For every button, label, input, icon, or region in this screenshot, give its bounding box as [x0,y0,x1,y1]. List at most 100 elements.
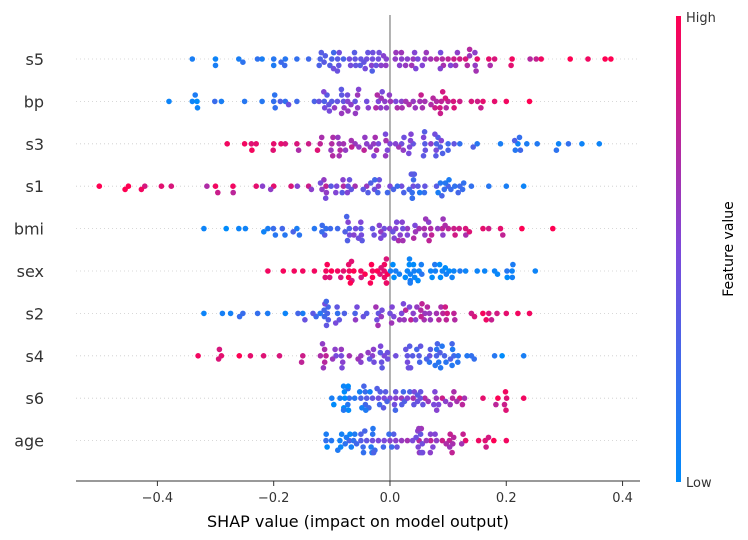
point-bmi-f43 [290,229,297,235]
point-s5-24 [439,56,446,62]
point-s5-0 [189,56,196,62]
point-bp-16 [410,98,417,105]
point-s3-f12 [270,147,277,153]
point-s4-f58 [439,343,445,350]
point-s4-f11 [370,346,377,353]
point-s3-f21 [337,147,344,153]
point-s6-f15 [431,401,437,408]
point-age-f43 [370,425,376,432]
point-s1-3 [253,183,259,189]
point-bp-f21 [354,92,361,98]
point-s4-f44 [406,343,413,350]
point-s5-f33 [423,49,430,56]
point-bmi-f8 [440,232,446,238]
point-bmi-f10 [463,232,469,238]
point-bp-f40 [403,98,409,105]
point-s2-f45 [360,313,367,320]
point-bmi-f42 [519,225,525,232]
point-sex-f57 [367,280,374,286]
point-bmi-f2 [371,232,377,238]
point-bmi-5 [323,225,329,232]
point-bp-f4 [194,98,200,105]
point-s4-f47 [427,346,434,353]
point-sex-f18 [411,268,418,274]
point-s5-f36 [437,65,444,72]
point-s3-3 [270,141,277,147]
point-s3-f36 [553,147,560,153]
point-s6-f12 [345,401,351,408]
point-s3-f22 [383,137,389,144]
point-bp-4 [259,98,265,105]
point-sex-f25 [280,268,287,274]
point-age-13 [439,437,446,444]
point-s5-f56 [383,62,389,69]
point-bp-12 [363,98,370,105]
point-s5-f15 [472,62,479,69]
feature-label-s1: s1 [25,177,44,196]
point-s5-29 [474,56,481,62]
point-s2-f49 [483,317,490,323]
point-s4-f23 [329,356,336,362]
point-s5-f18 [373,62,379,69]
point-s4-f0 [321,359,328,366]
point-s2-f20 [321,313,328,320]
point-s5-f53 [330,49,337,56]
point-bmi-f44 [421,225,428,232]
point-s5-f21 [357,62,364,69]
point-bmi-f0 [412,229,419,235]
point-age-f53 [427,449,434,456]
point-bp-f39 [316,98,322,105]
point-s5-f43 [408,62,415,69]
point-bp-f35 [399,105,405,111]
point-bmi-f45 [400,237,406,244]
point-bp-21 [468,98,475,105]
point-s2-13 [451,310,457,317]
point-s4-f24 [332,346,338,353]
point-bmi-1 [236,225,242,232]
point-s1-f27 [294,183,301,189]
point-sex-1 [300,268,306,274]
point-age-f40 [409,437,416,444]
point-bmi-f39 [381,232,387,238]
point-sex-14 [451,268,457,274]
point-s4-f4 [366,356,373,362]
point-s1-f25 [460,180,467,186]
point-s3-f11 [328,147,334,153]
point-bmi-f31 [393,219,400,225]
point-s3-f47 [367,144,374,150]
point-age-f11 [358,431,364,438]
point-s5-f7 [419,62,426,69]
point-s6-f24 [342,395,348,402]
point-s2-f17 [452,317,458,323]
point-s1-f6 [339,189,346,196]
point-bp-f11 [373,105,379,111]
point-s4-f35 [464,353,470,359]
point-bp-f52 [338,110,345,117]
point-s1-13 [398,183,405,189]
point-s1-f42 [259,183,266,189]
point-s4-f39 [384,349,391,356]
point-age-f3 [380,444,387,450]
point-s2-f11 [336,317,343,323]
point-s2-f51 [323,298,330,305]
point-bmi-f24 [296,232,303,238]
point-age-9 [398,437,405,444]
point-s6-f11 [362,389,369,395]
point-age-f28 [432,431,438,438]
point-s5-30 [486,56,492,62]
point-sex-f24 [391,274,397,281]
point-s2-f8 [408,317,414,323]
point-s6-f21 [503,395,510,402]
point-s3-f44 [382,153,389,159]
point-s6-f40 [384,398,390,405]
point-bmi-f11 [500,232,506,238]
point-s6-3 [363,395,370,402]
point-age-f50 [347,431,353,438]
point-s5-f17 [415,56,421,62]
point-s4-f34 [260,353,267,359]
point-bp-f0 [419,105,426,111]
point-bp-22 [480,98,486,105]
point-s3-f54 [408,131,414,137]
point-s2-f6 [471,313,478,320]
point-sex-19 [532,268,539,274]
